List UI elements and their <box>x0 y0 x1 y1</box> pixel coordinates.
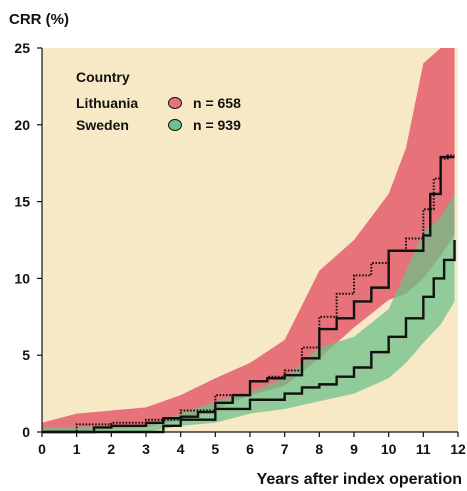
y-tick-label: 25 <box>14 40 30 56</box>
legend-n-label: n = 939 <box>193 117 241 133</box>
legend-swatch <box>168 97 182 109</box>
x-tick-label: 6 <box>246 441 254 457</box>
y-tick-label: 10 <box>14 270 30 286</box>
x-tick-label: 9 <box>350 441 358 457</box>
legend-n-label: n = 658 <box>193 95 241 111</box>
x-tick-label: 5 <box>211 441 219 457</box>
x-tick-label: 2 <box>107 441 115 457</box>
series-line-lithuania <box>42 154 455 433</box>
x-tick-label: 11 <box>416 441 431 457</box>
x-tick-label: 8 <box>315 441 323 457</box>
y-axis-label: CRR (%) <box>9 11 69 28</box>
x-tick-label: 0 <box>38 441 46 457</box>
x-tick-label: 4 <box>177 441 185 457</box>
legend-swatch <box>168 119 182 131</box>
x-axis-label: Years after index operation <box>257 471 462 488</box>
y-tick-label: 5 <box>22 347 30 363</box>
legend-label: Sweden <box>76 117 129 133</box>
legend-label: Lithuania <box>76 95 138 111</box>
x-tick-label: 7 <box>281 441 289 457</box>
legend-title: Country <box>76 69 130 85</box>
y-tick-label: 15 <box>14 194 30 210</box>
x-tick-label: 10 <box>381 441 397 457</box>
y-tick-label: 20 <box>14 117 30 133</box>
y-tick-label: 0 <box>22 424 30 440</box>
x-tick-label: 1 <box>73 441 81 457</box>
lithuania-ci-band <box>42 48 455 432</box>
series-line-pooled <box>42 155 455 434</box>
x-tick-label: 12 <box>450 441 466 457</box>
x-tick-label: 3 <box>142 441 150 457</box>
sweden-ci-band <box>42 193 455 432</box>
series-line-sweden <box>42 240 456 434</box>
